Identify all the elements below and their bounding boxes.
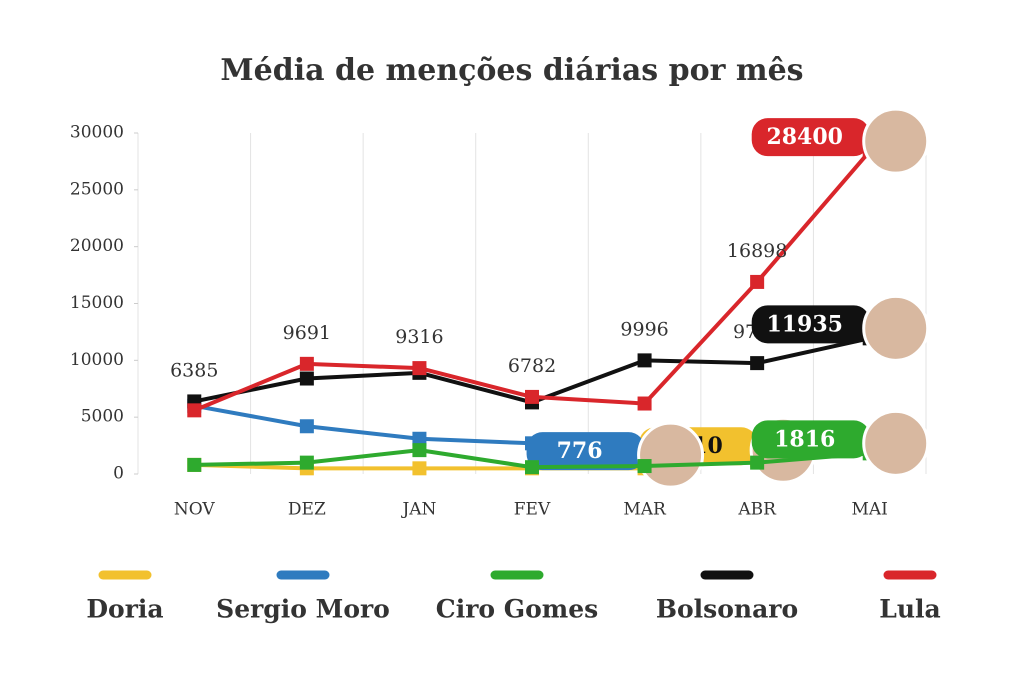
data-point (637, 396, 652, 411)
value-bubble (751, 118, 870, 157)
x-tick-label: MAR (623, 500, 667, 520)
data-point (299, 455, 314, 470)
value-label: 1816 (774, 426, 835, 452)
value-label: 9691 (283, 322, 331, 344)
value-bubble (751, 305, 870, 344)
data-point (750, 274, 765, 289)
face-icon (862, 107, 930, 175)
value-label: 16898 (727, 240, 787, 262)
legend-label: Ciro Gomes (436, 595, 598, 624)
data-point (299, 356, 314, 371)
data-point (299, 419, 314, 434)
y-tick-label: 25000 (70, 179, 124, 199)
x-tick-label: MAI (852, 500, 888, 520)
y-tick-label: 15000 (70, 293, 124, 313)
legend-label: Doria (86, 595, 163, 624)
data-point (412, 443, 427, 458)
value-label: 9996 (620, 318, 668, 340)
y-tick-label: 20000 (70, 236, 124, 256)
data-point (525, 389, 539, 404)
value-label: 6782 (508, 355, 556, 377)
x-tick-label: FEV (514, 500, 551, 520)
value-label: 9316 (395, 326, 443, 348)
face-icon (862, 294, 930, 362)
data-point (637, 353, 652, 368)
legend-label: Lula (879, 595, 940, 624)
data-point (750, 455, 765, 470)
y-tick-label: 5000 (81, 407, 124, 427)
legend-label: Bolsonaro (656, 595, 798, 624)
data-point (525, 460, 539, 475)
data-point (412, 431, 427, 446)
y-tick-label: 0 (113, 464, 124, 484)
legend-label: Sergio Moro (216, 595, 390, 624)
data-point (412, 361, 427, 376)
data-point (412, 461, 427, 476)
face-icon (637, 421, 705, 489)
data-point (750, 356, 765, 371)
data-point (299, 371, 314, 386)
x-tick-label: JAN (400, 500, 436, 520)
chart-title: Média de menções diárias por mês (220, 53, 803, 88)
data-point (637, 459, 652, 474)
data-point (187, 457, 202, 472)
x-tick-label: DEZ (288, 500, 326, 520)
face-icon (862, 409, 930, 477)
value-label: 776 (557, 438, 603, 464)
y-tick-label: 10000 (70, 350, 124, 370)
value-label: 6385 (170, 359, 218, 381)
x-tick-label: ABR (737, 500, 777, 520)
y-tick-label: 30000 (70, 123, 124, 143)
value-bubble (526, 432, 645, 471)
data-point (187, 403, 202, 418)
x-tick-label: NOV (174, 500, 216, 520)
value-bubble (751, 420, 870, 459)
value-label: 28400 (766, 124, 843, 150)
value-label: 11935 (766, 311, 843, 337)
